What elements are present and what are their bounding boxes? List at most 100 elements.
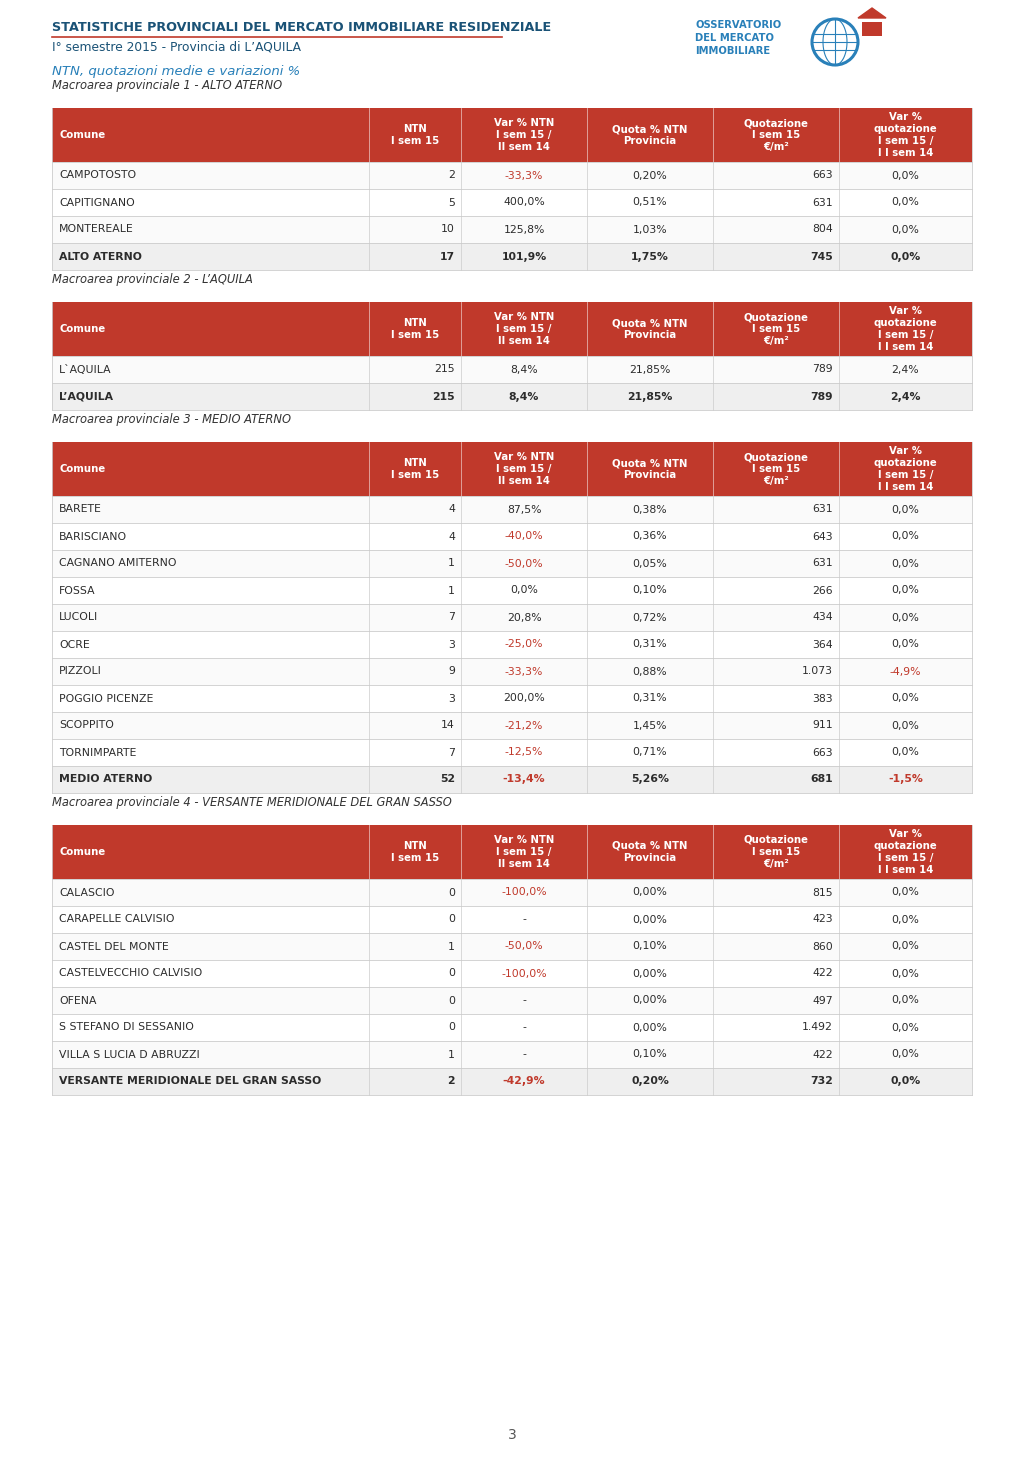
Text: 4: 4 — [449, 532, 455, 542]
Text: 0,0%: 0,0% — [891, 1077, 921, 1087]
Text: -: - — [522, 995, 526, 1005]
Text: 0,31%: 0,31% — [633, 694, 668, 704]
Text: 266: 266 — [812, 586, 833, 596]
Text: CAMPOTOSTO: CAMPOTOSTO — [59, 171, 136, 181]
Text: 7: 7 — [449, 748, 455, 757]
Text: NTN
I sem 15: NTN I sem 15 — [391, 318, 439, 340]
Text: 1: 1 — [449, 558, 455, 568]
Text: Quota % NTN
Provincia: Quota % NTN Provincia — [612, 318, 688, 340]
Text: 0,0%: 0,0% — [892, 225, 920, 235]
Bar — [52, 356, 972, 383]
Text: 804: 804 — [812, 225, 833, 235]
Text: BARETE: BARETE — [59, 504, 101, 514]
Text: 631: 631 — [812, 558, 833, 568]
Bar — [52, 906, 972, 934]
Bar — [52, 657, 972, 685]
Text: 422: 422 — [812, 969, 833, 979]
Text: ALTO ATERNO: ALTO ATERNO — [59, 251, 142, 262]
Text: Quotazione
I sem 15
€/m²: Quotazione I sem 15 €/m² — [743, 313, 808, 346]
Text: Var %
quotazione
I sem 15 /
I I sem 14: Var % quotazione I sem 15 / I I sem 14 — [873, 305, 937, 352]
Text: 20,8%: 20,8% — [507, 612, 542, 622]
Text: Quota % NTN
Provincia: Quota % NTN Provincia — [612, 124, 688, 146]
Text: 0,0%: 0,0% — [892, 504, 920, 514]
Bar — [52, 766, 972, 793]
Text: Comune: Comune — [59, 324, 105, 335]
Bar — [52, 825, 972, 880]
Text: Var %
quotazione
I sem 15 /
I I sem 14: Var % quotazione I sem 15 / I I sem 14 — [873, 446, 937, 492]
Text: 0,20%: 0,20% — [633, 171, 668, 181]
Text: 87,5%: 87,5% — [507, 504, 542, 514]
Text: 0,0%: 0,0% — [892, 694, 920, 704]
Bar — [52, 988, 972, 1014]
Text: Var % NTN
I sem 15 /
II sem 14: Var % NTN I sem 15 / II sem 14 — [494, 118, 554, 152]
Text: 8,4%: 8,4% — [509, 392, 540, 402]
Text: 0,00%: 0,00% — [633, 887, 668, 897]
Text: 0,10%: 0,10% — [633, 1049, 668, 1059]
Text: 911: 911 — [812, 720, 833, 730]
Bar — [52, 549, 972, 577]
Text: CALASCIO: CALASCIO — [59, 887, 115, 897]
Text: 0,51%: 0,51% — [633, 197, 668, 207]
Text: Var %
quotazione
I sem 15 /
I I sem 14: Var % quotazione I sem 15 / I I sem 14 — [873, 828, 937, 875]
Text: -50,0%: -50,0% — [505, 941, 544, 951]
Bar — [52, 108, 972, 162]
Text: Var % NTN
I sem 15 /
II sem 14: Var % NTN I sem 15 / II sem 14 — [494, 836, 554, 869]
Text: L’AQUILA: L’AQUILA — [59, 392, 113, 402]
Text: 0,36%: 0,36% — [633, 532, 668, 542]
Text: 0,71%: 0,71% — [633, 748, 668, 757]
Text: CAPITIGNANO: CAPITIGNANO — [59, 197, 135, 207]
Text: 1: 1 — [449, 1049, 455, 1059]
Text: 21,85%: 21,85% — [628, 392, 673, 402]
Text: -: - — [522, 915, 526, 925]
Text: 0: 0 — [449, 1023, 455, 1033]
Bar — [52, 1068, 972, 1094]
Text: 8,4%: 8,4% — [510, 364, 538, 374]
Text: 9: 9 — [449, 666, 455, 676]
Text: OCRE: OCRE — [59, 640, 90, 650]
Text: 0,0%: 0,0% — [892, 915, 920, 925]
Text: Macroarea provinciale 4 - VERSANTE MERIDIONALE DEL GRAN SASSO: Macroarea provinciale 4 - VERSANTE MERID… — [52, 796, 452, 809]
Text: 0,0%: 0,0% — [892, 586, 920, 596]
Text: 0,00%: 0,00% — [633, 969, 668, 979]
Bar — [52, 739, 972, 766]
Text: 2: 2 — [449, 171, 455, 181]
Text: 643: 643 — [812, 532, 833, 542]
Text: -4,9%: -4,9% — [890, 666, 922, 676]
Text: CAGNANO AMITERNO: CAGNANO AMITERNO — [59, 558, 176, 568]
Text: 815: 815 — [812, 887, 833, 897]
Bar — [52, 495, 972, 523]
Bar — [52, 523, 972, 549]
Text: Quotazione
I sem 15
€/m²: Quotazione I sem 15 €/m² — [743, 836, 808, 869]
Text: 0,0%: 0,0% — [892, 720, 920, 730]
Text: Comune: Comune — [59, 465, 105, 473]
Bar — [52, 243, 972, 270]
Text: 383: 383 — [812, 694, 833, 704]
Text: -12,5%: -12,5% — [505, 748, 543, 757]
Text: 1,75%: 1,75% — [631, 251, 669, 262]
Text: SCOPPITO: SCOPPITO — [59, 720, 114, 730]
Bar — [52, 880, 972, 906]
Text: NTN
I sem 15: NTN I sem 15 — [391, 124, 439, 146]
Text: 10: 10 — [441, 225, 455, 235]
Text: -33,3%: -33,3% — [505, 666, 543, 676]
Text: 422: 422 — [812, 1049, 833, 1059]
Text: 497: 497 — [812, 995, 833, 1005]
Text: -100,0%: -100,0% — [501, 969, 547, 979]
Text: -42,9%: -42,9% — [503, 1077, 546, 1087]
Text: Macroarea provinciale 3 - MEDIO ATERNO: Macroarea provinciale 3 - MEDIO ATERNO — [52, 413, 291, 427]
Text: VERSANTE MERIDIONALE DEL GRAN SASSO: VERSANTE MERIDIONALE DEL GRAN SASSO — [59, 1077, 322, 1087]
Bar — [52, 960, 972, 988]
Text: 789: 789 — [810, 392, 833, 402]
Text: TORNIMPARTE: TORNIMPARTE — [59, 748, 136, 757]
Bar — [52, 934, 972, 960]
Text: 0,05%: 0,05% — [633, 558, 668, 568]
Text: 0,0%: 0,0% — [892, 197, 920, 207]
Text: 4: 4 — [449, 504, 455, 514]
Bar — [52, 162, 972, 188]
Text: NTN
I sem 15: NTN I sem 15 — [391, 842, 439, 863]
Text: 0,00%: 0,00% — [633, 915, 668, 925]
Text: 631: 631 — [812, 504, 833, 514]
Bar — [52, 603, 972, 631]
Text: 663: 663 — [812, 748, 833, 757]
Text: 3: 3 — [449, 694, 455, 704]
